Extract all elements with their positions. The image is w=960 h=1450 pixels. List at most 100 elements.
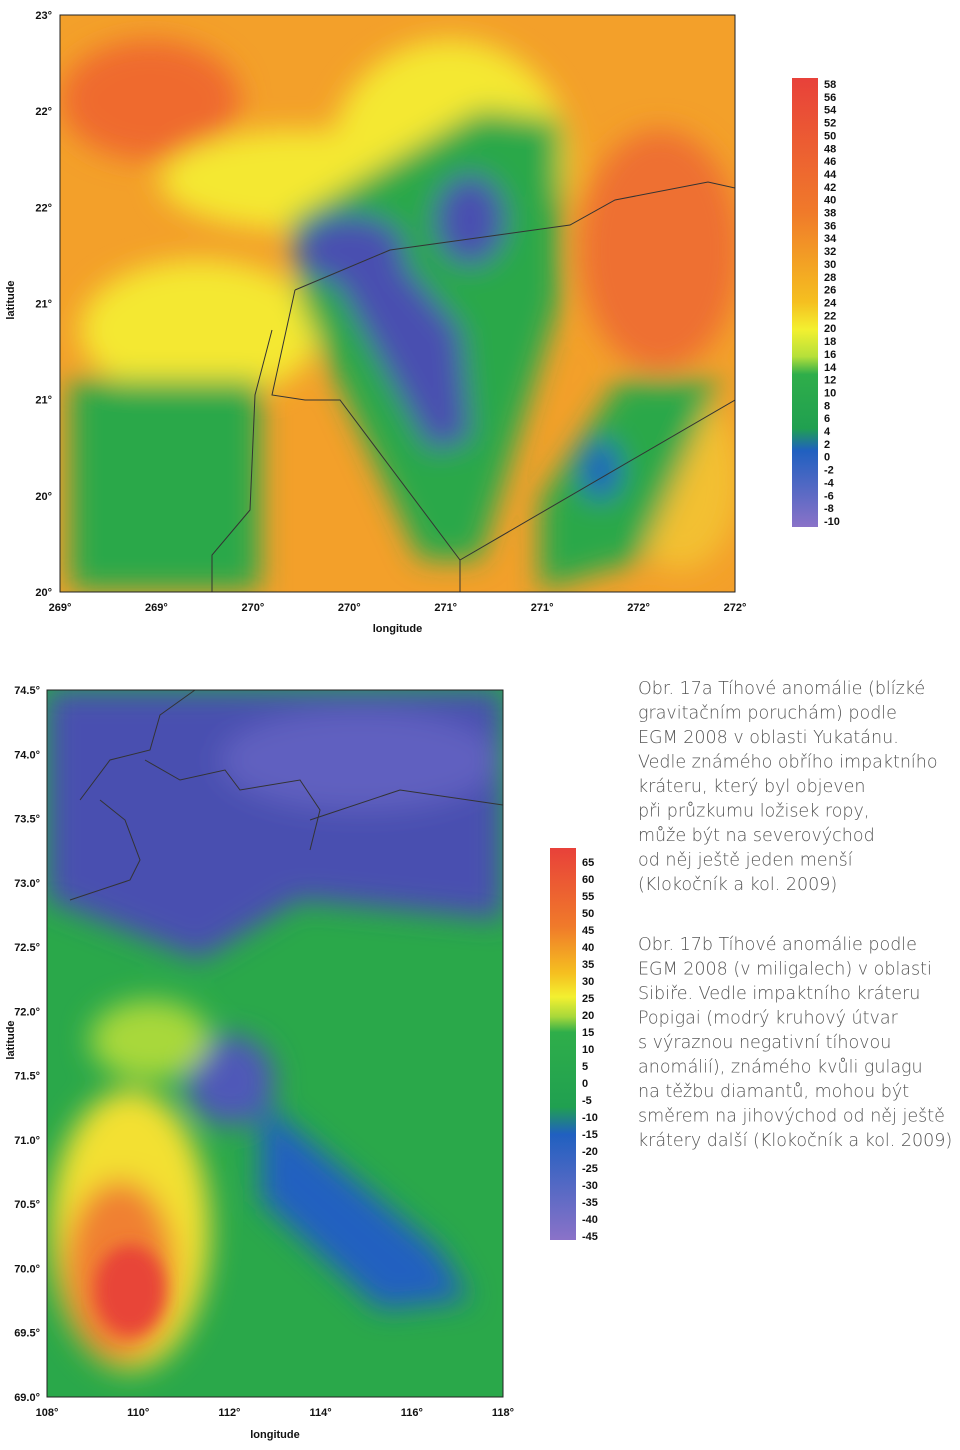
lat-tick-label: 74.0° (14, 749, 40, 761)
colorbar-label: 20 (824, 323, 836, 335)
colorbar-label: 5 (582, 1061, 588, 1073)
lon-tick-label: 269° (145, 602, 168, 614)
colorbar-label: 30 (582, 976, 594, 988)
colorbar-label: -35 (582, 1197, 598, 1209)
caption-line: Obr. 17b Tíhové anomálie podle (638, 935, 917, 955)
lon-tick-label: 112° (218, 1407, 240, 1419)
colorbar-label: 45 (582, 925, 594, 937)
colorbar-label: 0 (824, 452, 830, 464)
colorbar-label: -8 (824, 503, 834, 515)
lat-tick-label: 20° (35, 491, 52, 503)
caption-line: od něj ještě jeden menší (638, 851, 853, 871)
lon-tick-label: 271° (434, 602, 457, 614)
caption-line: krátery další (Klokočník a kol. 2009) (638, 1131, 952, 1151)
map-b-frame (46, 689, 504, 1398)
caption-line: anomálií), známého kvůli gulagu (638, 1058, 923, 1078)
colorbar-label: -2 (824, 465, 834, 477)
colorbar-label: 8 (824, 400, 830, 412)
lon-tick-label: 269° (49, 602, 72, 614)
colorbar-label: -15 (582, 1129, 598, 1141)
colorbar-label: 20 (582, 1010, 594, 1022)
lat-tick-label: 69.5° (14, 1328, 40, 1340)
colorbar-label: -5 (582, 1095, 592, 1107)
colorbar-label: 38 (824, 208, 836, 220)
lat-tick-label: 23° (35, 10, 52, 22)
colorbar-label: 15 (582, 1027, 594, 1039)
colorbar-label: 25 (582, 993, 594, 1005)
colorbar-label: 10 (582, 1044, 594, 1056)
colorbar-b (550, 848, 576, 1240)
caption-line: směrem na jihovýchod od něj ještě (638, 1107, 945, 1127)
colorbar-label: 40 (824, 195, 836, 207)
lon-tick-label: 108° (36, 1407, 59, 1419)
colorbar-label: -25 (582, 1163, 598, 1175)
map-b (47, 690, 503, 1397)
lat-tick-label: 72.5° (14, 942, 40, 954)
colorbar-label: 22 (824, 310, 836, 322)
lon-tick-label: 270° (338, 602, 361, 614)
colorbar-label: 50 (824, 130, 836, 142)
map-a-frame (59, 14, 736, 593)
y-axis-label: latitude (5, 280, 17, 319)
caption-line: Obr. 17a Tíhové anomálie (blízké (638, 679, 925, 699)
colorbar-label: 44 (824, 169, 837, 181)
colorbar-label: -10 (824, 516, 840, 528)
colorbar-label: -10 (582, 1112, 598, 1124)
x-axis-label: longitude (373, 623, 423, 635)
caption-line: Vedle známého obřího impaktního (638, 753, 938, 773)
lon-tick-label: 272° (724, 602, 747, 614)
lon-tick-label: 270° (241, 602, 264, 614)
lat-tick-label: 72.0° (14, 1006, 40, 1018)
colorbar-a (792, 78, 818, 527)
colorbar-label: 55 (582, 891, 594, 903)
lat-tick-label: 73.0° (14, 878, 40, 890)
colorbar-label: 16 (824, 349, 836, 361)
colorbar-label: 50 (582, 908, 594, 920)
colorbar-label: 12 (824, 375, 836, 387)
colorbar-label: 58 (824, 79, 836, 91)
lat-tick-label: 69.0° (14, 1392, 40, 1404)
caption-line: Popigai (modrý kruhový útvar (638, 1009, 899, 1029)
colorbar-label: -40 (582, 1214, 598, 1226)
lon-tick-label: 118° (492, 1407, 514, 1419)
caption-line: při průzkumu ložisek ropy, (638, 802, 869, 822)
caption-line: na těžbu diamantů, mohou být (638, 1082, 909, 1102)
colorbar-label: 54 (824, 105, 837, 117)
colorbar-label: 14 (824, 362, 837, 374)
caption-line: Sibiře. Vedle impaktního kráteru (638, 984, 920, 1004)
lon-tick-label: 116° (401, 1407, 423, 1419)
lat-tick-label: 70.0° (14, 1263, 40, 1275)
colorbar-label: 34 (824, 233, 837, 245)
lat-tick-label: 21° (35, 299, 52, 311)
caption-line: EGM 2008 v oblasti Yukatánu. (638, 728, 899, 748)
colorbar-label: 42 (824, 182, 836, 194)
map-a (60, 15, 735, 592)
colorbar-label: 28 (824, 272, 836, 284)
lat-tick-label: 70.5° (14, 1199, 40, 1211)
colorbar-label: 60 (582, 874, 594, 886)
colorbar-label: 2 (824, 439, 830, 451)
colorbar-label: 32 (824, 246, 836, 258)
colorbar-label: 48 (824, 143, 836, 155)
lat-tick-label: 74.5° (14, 685, 40, 697)
colorbar-label: 0 (582, 1078, 588, 1090)
colorbar-label: 10 (824, 387, 836, 399)
y-axis-label: latitude (5, 1020, 17, 1059)
colorbar-label: -6 (824, 490, 834, 502)
lon-tick-label: 110° (127, 1407, 149, 1419)
colorbar-label: 40 (582, 942, 594, 954)
caption-line: EGM 2008 (v miligalech) v oblasti (638, 960, 932, 980)
lat-tick-label: 22° (35, 202, 52, 214)
colorbar-label: -20 (582, 1146, 598, 1158)
colorbar-label: 6 (824, 413, 830, 425)
colorbar-label: 46 (824, 156, 836, 168)
colorbar-label: 35 (582, 959, 594, 971)
colorbar-label: 52 (824, 118, 836, 130)
lat-tick-label: 21° (35, 395, 52, 407)
colorbar-label: 18 (824, 336, 836, 348)
caption-line: s výraznou negativní tíhovou (638, 1033, 891, 1053)
colorbar-label: -4 (824, 477, 835, 489)
colorbar-label: 24 (824, 298, 837, 310)
lat-tick-label: 73.5° (14, 814, 40, 826)
colorbar-label: 4 (824, 426, 831, 438)
